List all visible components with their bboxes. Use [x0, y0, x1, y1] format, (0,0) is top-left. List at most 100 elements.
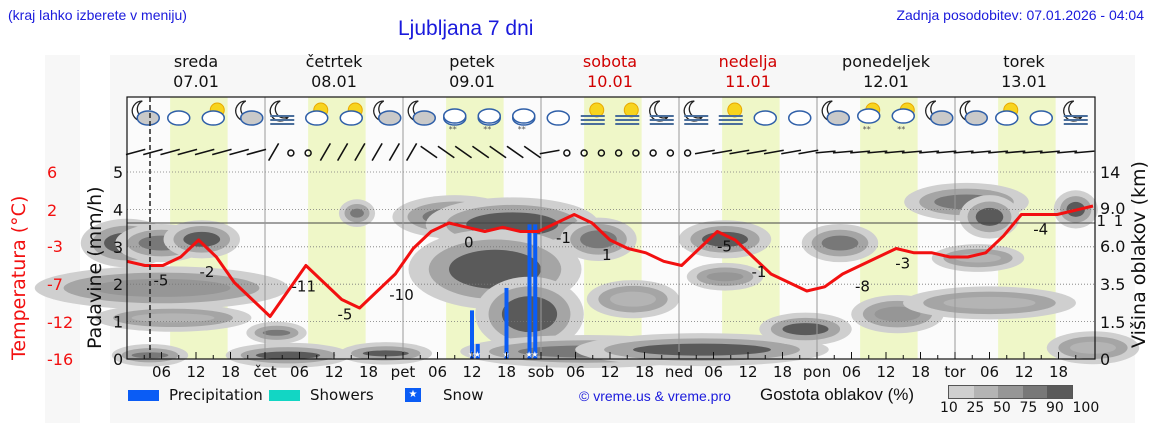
cloud-density-scale [948, 385, 1073, 399]
wind-barb-icon [212, 148, 232, 156]
wind-barb-icon [1005, 150, 1026, 154]
x-tick-label: 12 [1014, 363, 1033, 381]
density-tick: 25 [966, 400, 985, 416]
precip-tick: 4 [113, 200, 123, 219]
cloud-density-area [586, 280, 680, 319]
wind-barb-icon [1022, 150, 1043, 154]
cloud-height-tick: 14 [1100, 163, 1120, 182]
precip-tick: 0 [113, 350, 123, 369]
x-tick-label: 12 [738, 363, 757, 381]
temperature-value-label: -10 [389, 286, 414, 304]
wind-barb-icon [1039, 150, 1060, 154]
precip-tick: 2 [113, 275, 123, 294]
x-tick-label: 18 [497, 363, 516, 381]
moon-cloud-icon [407, 100, 436, 126]
wind-barb-icon [177, 148, 198, 156]
wind-barb-icon [712, 149, 733, 155]
day-date: 12.01 [863, 72, 909, 91]
moon-cloud-icon [235, 100, 264, 126]
wind-barb-icon [832, 150, 853, 154]
day-name: petek [449, 52, 495, 71]
moon-cloud-icon [821, 100, 850, 126]
day-name: ponedeljek [842, 52, 930, 71]
wind-barb-icon [371, 142, 383, 162]
cloud-height-tick: 0 [1100, 350, 1110, 369]
temperature-tick: 6 [47, 163, 57, 182]
calm-wind-icon [563, 149, 571, 157]
calm-wind-icon [287, 149, 295, 157]
wind-barb-icon [125, 148, 146, 156]
x-tick-label: 18 [635, 363, 654, 381]
temperature-tick: -7 [47, 275, 63, 294]
snow-star-icon: ★ [405, 388, 421, 402]
calm-wind-icon [614, 149, 623, 157]
wind-barb-icon [229, 148, 249, 156]
temperature-value-label: -1 [556, 229, 571, 247]
x-tick-label: 06 [290, 363, 309, 381]
temperature-tick: -3 [47, 237, 63, 256]
temperature-value-label: 1 [1114, 212, 1124, 230]
cloud-snow-icon [477, 108, 501, 126]
cloud-density-area [686, 262, 764, 291]
showers-swatch [269, 389, 300, 401]
calm-wind-icon [632, 149, 640, 157]
sun-snow-icon [891, 102, 915, 124]
cloud-icon [167, 110, 191, 126]
temperature-value-label: -8 [855, 278, 870, 296]
moon-cloud-icon [373, 100, 402, 126]
cloud-height-tick: 3.5 [1100, 275, 1125, 294]
day-name: sreda [173, 52, 219, 71]
density-tick: 10 [940, 400, 958, 416]
temperature-value-label: -4 [1033, 221, 1048, 239]
legend-showers: Showers [269, 386, 374, 404]
temperature-axis-label: Temperatura (°C) [8, 195, 30, 360]
temperature-value-label: 0 [464, 233, 474, 251]
precipitation-bar [475, 344, 480, 359]
cloud-density-area [1046, 331, 1140, 365]
wind-barb-icon [729, 149, 750, 155]
calm-wind-icon [683, 149, 692, 157]
cloud-icon [1029, 110, 1053, 126]
temperature-value-label: -2 [200, 263, 215, 281]
snow-star-icon: ★ [531, 350, 538, 359]
calm-wind-icon [597, 149, 606, 157]
density-tick: 100 [1072, 400, 1100, 416]
x-tick-label: 12 [186, 363, 205, 381]
day-name: četrtek [305, 52, 363, 71]
calm-wind-icon [666, 149, 675, 157]
wind-barb-icon [815, 150, 836, 154]
sun-cloud-icon [305, 102, 329, 126]
cloud-height-tick: 6.0 [1100, 237, 1125, 256]
temperature-value-label: -5 [338, 306, 353, 324]
day-header-10.01: sobota 10.01 [541, 52, 679, 92]
wind-barb-icon [160, 148, 180, 156]
cloud-height-tick: 9.0 [1100, 199, 1125, 218]
x-tick-label: 06 [704, 363, 723, 381]
day-date: 11.01 [725, 72, 771, 91]
wind-barb-icon [1057, 150, 1078, 154]
svg-text:**: ** [449, 125, 457, 134]
x-tick-label: 06 [842, 363, 861, 381]
wind-barb-icon [884, 150, 905, 154]
precipitation-bar [470, 310, 474, 359]
wind-barb-icon [246, 148, 267, 156]
last-update-timestamp: Zadnja posodobitev: 07.01.2026 - 04:04 [896, 7, 1144, 23]
copyright-link[interactable]: © vreme.us & vreme.pro [579, 388, 731, 404]
wind-barb-icon [143, 148, 163, 156]
wind-barb-icon [489, 145, 507, 159]
svg-text:**: ** [518, 125, 526, 134]
x-tick-label: 06 [980, 363, 999, 381]
x-tick-label: 18 [773, 363, 792, 381]
day-header-07.01: sreda 07.01 [127, 52, 265, 92]
page-title: Ljubljana 7 dni [398, 17, 534, 40]
cloud-height-tick: 1.5 [1100, 313, 1125, 332]
wind-barb-icon [953, 150, 974, 154]
cloud-snow-icon [512, 108, 536, 126]
day-header-12.01: ponedeljek 12.01 [817, 52, 955, 92]
day-date: 08.01 [311, 72, 357, 91]
temperature-value-label: -5 [717, 238, 732, 256]
temperature-value-label: -11 [292, 278, 317, 296]
temperature-value-label: -1 [752, 263, 767, 281]
calm-wind-icon [580, 149, 588, 157]
cloud-density-area [246, 321, 307, 345]
